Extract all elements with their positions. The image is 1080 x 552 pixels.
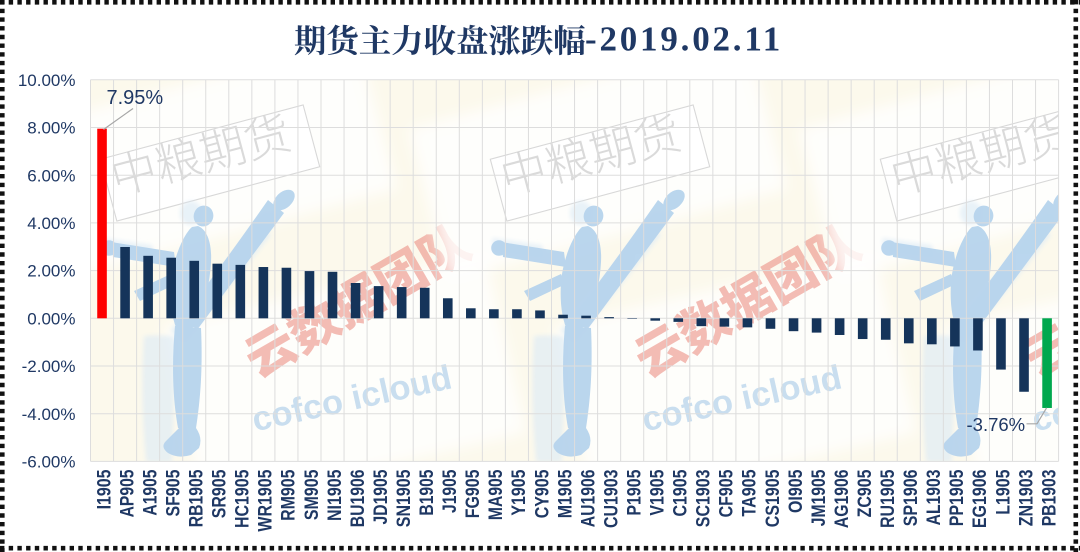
svg-text:AL1903: AL1903 (924, 470, 945, 526)
svg-text:RB1905: RB1905 (187, 469, 208, 527)
svg-text:CU1903: CU1903 (601, 470, 622, 529)
svg-text:-3.76%: -3.76% (967, 414, 1026, 435)
svg-text:8.00%: 8.00% (27, 119, 75, 138)
svg-text:J1905: J1905 (440, 469, 461, 513)
svg-text:NI1905: NI1905 (325, 469, 346, 521)
svg-text:JM1905: JM1905 (809, 469, 830, 526)
svg-text:JD1905: JD1905 (371, 469, 392, 524)
svg-text:SR905: SR905 (210, 469, 231, 518)
svg-text:6.00%: 6.00% (27, 166, 75, 185)
svg-text:2.00%: 2.00% (27, 262, 75, 281)
svg-text:OI905: OI905 (786, 469, 807, 513)
svg-text:AG1906: AG1906 (832, 470, 853, 529)
svg-text:SF905: SF905 (163, 469, 184, 516)
svg-text:-2.00%: -2.00% (22, 357, 76, 376)
svg-text:CS1905: CS1905 (763, 469, 784, 527)
svg-text:L1905: L1905 (993, 469, 1014, 515)
svg-text:ZN1903: ZN1903 (1016, 470, 1037, 527)
svg-text:BU1906: BU1906 (348, 470, 369, 528)
svg-text:P1905: P1905 (624, 469, 645, 515)
svg-text:-2019.02.11: -2019.02.11 (585, 20, 783, 59)
svg-text:MA905: MA905 (486, 469, 507, 520)
svg-text:AP905: AP905 (117, 469, 138, 517)
svg-text:V1905: V1905 (648, 469, 669, 515)
svg-text:FG905: FG905 (463, 469, 484, 518)
svg-text:ZC905: ZC905 (855, 469, 876, 517)
svg-text:A1905: A1905 (140, 469, 161, 515)
svg-text:7.95%: 7.95% (107, 87, 164, 109)
svg-text:SN1905: SN1905 (394, 469, 415, 527)
svg-text:0.00%: 0.00% (27, 309, 75, 328)
svg-text:-6.00%: -6.00% (22, 453, 76, 472)
svg-text:SM905: SM905 (302, 469, 323, 520)
svg-text:-4.00%: -4.00% (22, 405, 76, 424)
svg-text:M1905: M1905 (555, 469, 576, 518)
svg-text:10.00%: 10.00% (18, 71, 76, 90)
svg-text:HC1905: HC1905 (233, 469, 254, 528)
svg-text:EG1906: EG1906 (970, 470, 991, 529)
svg-text:TA905: TA905 (740, 469, 761, 516)
svg-text:4.00%: 4.00% (27, 214, 75, 233)
svg-text:B1905: B1905 (417, 469, 438, 515)
svg-text:WR1905: WR1905 (256, 469, 277, 531)
svg-text:PP1905: PP1905 (947, 469, 968, 526)
svg-text:RU1905: RU1905 (878, 469, 899, 528)
svg-text:CF905: CF905 (717, 469, 738, 517)
svg-text:C1905: C1905 (671, 469, 692, 516)
svg-text:SC1903: SC1903 (694, 470, 715, 528)
svg-text:RM905: RM905 (279, 469, 300, 521)
svg-text:SP1906: SP1906 (901, 470, 922, 527)
svg-text:CY905: CY905 (532, 469, 553, 518)
svg-text:Y1905: Y1905 (509, 469, 530, 515)
svg-text:AU1906: AU1906 (578, 470, 599, 528)
svg-text:PB1903: PB1903 (1039, 470, 1060, 527)
svg-text:I1905: I1905 (94, 469, 115, 509)
